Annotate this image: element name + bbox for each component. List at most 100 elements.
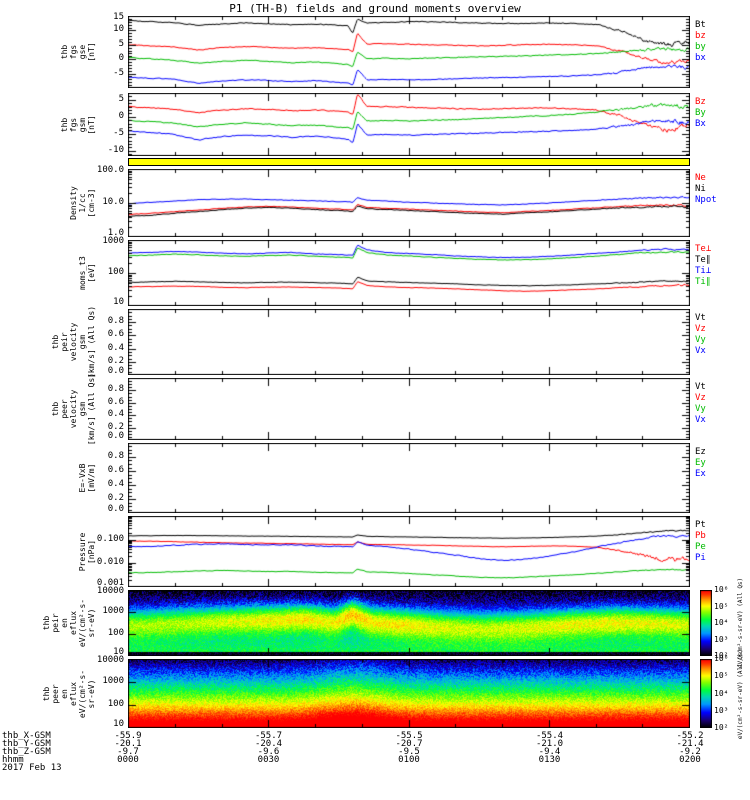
axis-row-label: 2017 Feb 13 bbox=[2, 763, 62, 773]
trace-label-by: by bbox=[695, 42, 706, 52]
y-tick-label: 0.2 bbox=[107, 493, 124, 503]
trace-label-Vt: Vt bbox=[695, 382, 706, 392]
y-tick-label: 100 bbox=[107, 267, 124, 277]
colorbar-tick-label: 10⁴ bbox=[714, 688, 729, 698]
trace-label-bz: bz bbox=[695, 31, 706, 41]
y-tick-label: 0.001 bbox=[96, 578, 124, 588]
y-tick-label: 1.0 bbox=[107, 228, 124, 238]
y-tick-label: 0.6 bbox=[107, 396, 124, 407]
trace-label-Vy: Vy bbox=[695, 335, 706, 345]
y-tick-label: -5 bbox=[113, 67, 124, 78]
axis-row-value: 0030 bbox=[257, 755, 280, 765]
trace-label-Pe: Pe bbox=[695, 542, 706, 552]
y-tick-label: 10000 bbox=[96, 586, 124, 596]
y-tick-label: 1000 bbox=[102, 606, 124, 616]
trace-label-Ni: Ni bbox=[695, 184, 706, 194]
axis-row-value: 0100 bbox=[398, 755, 420, 765]
panel-canvas-peer-eflux bbox=[128, 659, 690, 728]
trace-label-Ne: Ne bbox=[695, 173, 706, 183]
trace-label-Ez: Ez bbox=[695, 447, 706, 457]
panel-canvas-peer-velocity bbox=[128, 378, 690, 440]
axis-row-value: -55.9 bbox=[114, 731, 142, 741]
colorbar-tick-label: 10⁵ bbox=[714, 601, 729, 611]
trace-label-Bx: Bx bbox=[695, 119, 706, 129]
trace-label-Vx: Vx bbox=[695, 346, 706, 356]
axis-row-label: thb_Y-GSM bbox=[2, 739, 51, 749]
panel-canvas-fgs-gse bbox=[128, 16, 690, 88]
axis-row-value: -9.7 bbox=[117, 747, 139, 757]
y-tick-label: 0.8 bbox=[107, 316, 124, 327]
trace-label-Pi: Pi bbox=[695, 553, 706, 563]
panel-canvas-e-vxb bbox=[128, 443, 690, 513]
panel-canvas-moms-t3 bbox=[128, 240, 690, 306]
panel-canvas-fgs-gsm bbox=[128, 93, 690, 156]
y-tick-label: -5 bbox=[113, 127, 124, 138]
y-tick-label: 0.2 bbox=[107, 355, 124, 366]
axis-row-value: -9.4 bbox=[538, 747, 561, 757]
axis-row-value: -20.7 bbox=[395, 739, 423, 749]
panel-canvas-pressure bbox=[128, 516, 690, 587]
y-tick-label: 10000 bbox=[96, 655, 124, 665]
y-tick-label: 0.6 bbox=[107, 465, 124, 475]
trace-label-Ey: Ey bbox=[695, 458, 706, 468]
trace-label-Ex: Ex bbox=[695, 469, 706, 479]
trace-label-Ti⊥: Ti⊥ bbox=[695, 266, 712, 276]
y-tick-label: 1000 bbox=[102, 676, 124, 686]
y-tick-label: 0 bbox=[118, 110, 124, 121]
panel-canvas-peir-eflux bbox=[128, 590, 690, 656]
y-tick-label: 0.0 bbox=[107, 504, 124, 514]
colorbar-tick-label: 10⁵ bbox=[714, 671, 729, 681]
trace-label-Te∥: Te∥ bbox=[695, 255, 711, 265]
data-quality-flag-bar bbox=[128, 158, 690, 166]
y-tick-label: 100.0 bbox=[96, 165, 124, 175]
panel-canvas-peir-velocity bbox=[128, 309, 690, 375]
colorbar-tick-label: 10⁴ bbox=[714, 618, 729, 627]
trace-label-Vy: Vy bbox=[695, 404, 706, 414]
panel-canvas-density bbox=[128, 169, 690, 237]
trace-label-Bz: Bz bbox=[695, 97, 706, 107]
y-tick-label: 0.0 bbox=[107, 431, 124, 441]
axis-row-value: -9.2 bbox=[679, 747, 701, 757]
y-tick-label: 0.8 bbox=[107, 451, 124, 461]
y-tick-label: 0.8 bbox=[107, 384, 124, 395]
axis-row-value: 0000 bbox=[117, 755, 139, 765]
y-tick-label: 0 bbox=[118, 53, 124, 64]
axis-row-label: thb_X-GSM bbox=[2, 731, 51, 741]
axis-row-label: thb_Z-GSM bbox=[2, 747, 51, 757]
trace-label-Te⊥: Te⊥ bbox=[695, 244, 712, 254]
y-tick-label: 0.100 bbox=[96, 533, 124, 544]
y-tick-label: 10 bbox=[113, 24, 124, 35]
y-tick-label: 100 bbox=[107, 628, 124, 638]
trace-label-Bt: Bt bbox=[695, 20, 706, 30]
axis-row-value: -55.7 bbox=[254, 731, 283, 741]
axis-row-value: -20.1 bbox=[114, 739, 142, 749]
trace-label-Npot: Npot bbox=[695, 195, 717, 205]
y-tick-label: -10 bbox=[107, 144, 124, 155]
trace-label-Pt: Pt bbox=[695, 520, 706, 530]
axis-row-value: -21.4 bbox=[676, 739, 704, 749]
y-tick-label: 10 bbox=[113, 647, 124, 657]
colorbar-tick-label: 10³ bbox=[714, 705, 729, 715]
axis-row-value: -21.0 bbox=[535, 739, 564, 749]
y-tick-label: 100 bbox=[107, 699, 124, 709]
y-tick-label: 0.4 bbox=[107, 342, 124, 353]
trace-label-Vx: Vx bbox=[695, 415, 706, 425]
y-tick-label: 0.0 bbox=[107, 366, 124, 376]
trace-label-Ti∥: Ti∥ bbox=[695, 277, 711, 287]
y-tick-label: 0.2 bbox=[107, 421, 124, 432]
y-tick-label: 0.4 bbox=[107, 409, 124, 420]
axis-row-value: -20.4 bbox=[254, 739, 283, 749]
axis-row-value: -55.4 bbox=[535, 731, 564, 741]
axis-row-value: 0200 bbox=[679, 755, 701, 765]
colorbar-tick-label: 10⁶ bbox=[714, 585, 729, 594]
axis-row-value: -55.2 bbox=[676, 731, 704, 741]
trace-label-Vz: Vz bbox=[695, 393, 706, 403]
trace-label-Vz: Vz bbox=[695, 324, 706, 334]
axis-row-value: -9.6 bbox=[257, 747, 280, 757]
trace-label-bx: bx bbox=[695, 53, 706, 63]
axis-row-value: -9.5 bbox=[398, 747, 420, 757]
y-tick-label: 10 bbox=[113, 719, 124, 729]
